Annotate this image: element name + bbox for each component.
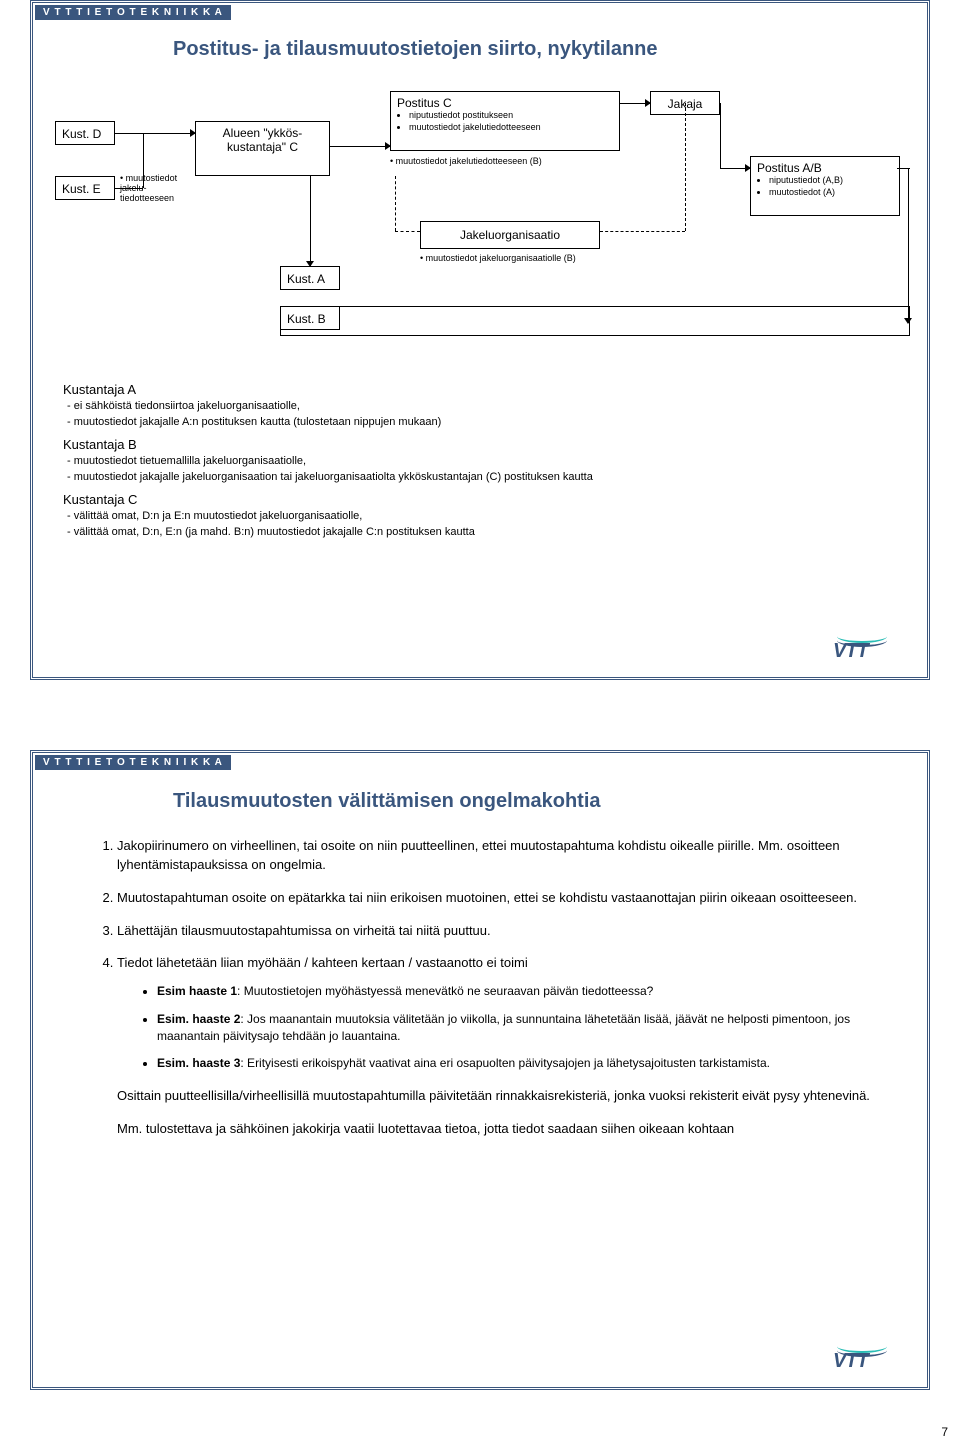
box-jakeluorg: Jakeluorganisaatio — [420, 221, 600, 249]
connector — [720, 103, 721, 168]
connector — [143, 133, 144, 188]
kust-c-item: - välittää omat, D:n ja E:n muutostiedot… — [77, 509, 897, 524]
list-item: Lähettäjän tilausmuutostapahtumissa on v… — [117, 922, 877, 941]
box-postitus-ab: Postitus A/B niputustiedot (A,B) muutost… — [750, 156, 900, 216]
sub-item: Esim haaste 1: Muutostietojen myöhästyes… — [157, 983, 877, 1000]
sub-item: Esim. haaste 3: Erityisesti erikoispyhät… — [157, 1055, 877, 1072]
box-kust-e: Kust. E — [55, 176, 115, 200]
box-kust-d: Kust. D — [55, 121, 115, 145]
connector-dashed — [685, 103, 686, 231]
kust-a-item: - muutostiedot jakajalle A:n postituksen… — [77, 415, 897, 430]
kust-b-heading: Kustantaja B — [63, 436, 897, 454]
jakeluorg-note: • muutostiedot jakeluorganisaatiolle (B) — [420, 253, 640, 263]
box-alueen: Alueen "ykkös-kustantaja" C — [195, 121, 330, 176]
logo-text: VTT — [833, 1350, 868, 1373]
connector — [908, 168, 909, 323]
connector — [310, 176, 311, 266]
kust-b-item: - muutostiedot tietuemallilla jakeluorga… — [77, 454, 897, 469]
list-item: Jakopiirinumero on virheellinen, tai oso… — [117, 837, 877, 875]
header-bar: V T T T I E T O T E K N I I K K A — [35, 5, 231, 20]
connector — [115, 133, 195, 134]
connector — [115, 188, 143, 189]
postitus-c-label: Postitus C — [397, 96, 613, 110]
postitus-ab-sub1: niputustiedot (A,B) — [769, 175, 893, 187]
connector — [720, 168, 750, 169]
kust-a-heading: Kustantaja A — [63, 381, 897, 399]
vtt-logo: VTT — [827, 629, 897, 663]
list-item: Tiedot lähetetään liian myöhään / kahtee… — [117, 954, 877, 1072]
paragraph: Mm. tulostettava ja sähköinen jakokirja … — [117, 1120, 877, 1139]
page-number: 7 — [941, 1425, 948, 1439]
postitus-ab-label: Postitus A/B — [757, 161, 893, 175]
slide2-title: Tilausmuutosten välittämisen ongelmakoht… — [173, 790, 927, 813]
slide1-title: Postitus- ja tilausmuutostietojen siirto… — [173, 38, 927, 61]
kustantaja-text: Kustantaja A - ei sähköistä tiedonsiirto… — [63, 381, 897, 540]
slide-1: V T T T I E T O T E K N I I K K A Postit… — [30, 0, 930, 680]
bigbox — [280, 306, 910, 336]
vtt-logo: VTT — [827, 1339, 897, 1373]
kust-a-item: - ei sähköistä tiedonsiirtoa jakeluorgan… — [77, 399, 897, 414]
connector — [620, 103, 650, 104]
list-item: Muutostapahtuman osoite on epätarkka tai… — [117, 889, 877, 908]
page: V T T T I E T O T E K N I I K K A Postit… — [0, 0, 960, 1445]
box-postitus-c: Postitus C niputustiedot postitukseen mu… — [390, 91, 620, 151]
connector — [330, 146, 390, 147]
diagram: Kust. D Kust. E • muutostiedot jakelu-ti… — [50, 91, 910, 371]
connector-dashed — [600, 231, 685, 232]
postitus-c-sub1: niputustiedot postitukseen — [409, 110, 613, 122]
postitus-ab-sub2: muutostiedot (A) — [769, 187, 893, 199]
logo-text: VTT — [833, 640, 868, 663]
kust-c-item: - välittää omat, D:n, E:n (ja mahd. B:n)… — [77, 525, 897, 540]
kust-c-heading: Kustantaja C — [63, 491, 897, 509]
paragraph: Osittain puutteellisilla/virheellisillä … — [117, 1087, 877, 1106]
postitus-c-sub2: muutostiedot jakelutiedotteeseen — [409, 122, 613, 134]
postitus-c-note: • muutostiedot jakelutiedotteeseen (B) — [390, 156, 620, 166]
connector-dashed — [395, 231, 420, 232]
header-bar: V T T T I E T O T E K N I I K K A — [35, 755, 231, 770]
kust-b-item: - muutostiedot jakajalle jakeluorganisaa… — [77, 470, 897, 485]
slide2-content: Jakopiirinumero on virheellinen, tai oso… — [33, 837, 927, 1138]
sub-item: Esim. haaste 2: Jos maanantain muutoksia… — [157, 1011, 877, 1046]
connector-dashed — [395, 176, 396, 231]
slide-2: V T T T I E T O T E K N I I K K A Tilaus… — [30, 750, 930, 1390]
